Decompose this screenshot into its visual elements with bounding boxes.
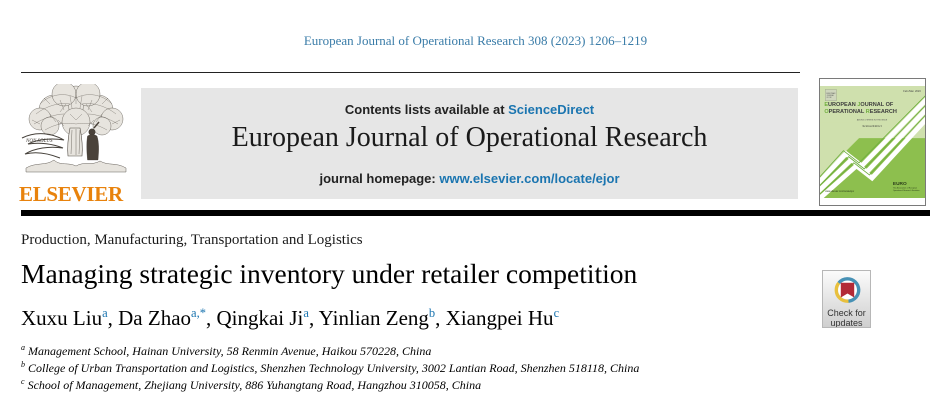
- svg-text:NON SOLUS: NON SOLUS: [25, 139, 53, 144]
- svg-text:Feb./Mar. 2023: Feb./Mar. 2023: [903, 89, 921, 93]
- svg-text:www.elsevier.com/locate/ejor: www.elsevier.com/locate/ejor: [825, 190, 854, 193]
- svg-text:EUROPEAN JOURNAL OF: EUROPEAN JOURNAL OF: [824, 102, 894, 108]
- svg-text:AMONG OTHERS IN THIS ISSUE: AMONG OTHERS IN THIS ISSUE: [857, 119, 888, 122]
- svg-text:EURO: EURO: [893, 181, 907, 187]
- svg-text:Operational Research Societies: Operational Research Societies: [893, 189, 920, 192]
- svg-text:OPERATIONAL RESEARCH: OPERATIONAL RESEARCH: [824, 109, 897, 115]
- svg-text:The Association of European: The Association of European: [893, 186, 917, 189]
- svg-text:ScienceDirect: ScienceDirect: [862, 124, 882, 128]
